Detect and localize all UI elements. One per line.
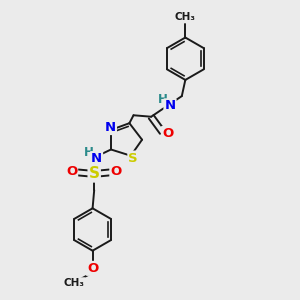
Text: S: S <box>89 167 100 182</box>
Text: O: O <box>87 262 98 275</box>
Text: H: H <box>84 146 94 159</box>
Text: O: O <box>162 127 173 140</box>
Text: O: O <box>66 165 77 178</box>
Text: N: N <box>164 99 175 112</box>
Text: H: H <box>158 93 168 106</box>
Text: S: S <box>128 152 138 165</box>
Text: N: N <box>105 121 116 134</box>
Text: N: N <box>91 152 102 165</box>
Text: CH₃: CH₃ <box>64 278 85 288</box>
Text: CH₃: CH₃ <box>175 13 196 22</box>
Text: O: O <box>110 165 122 178</box>
